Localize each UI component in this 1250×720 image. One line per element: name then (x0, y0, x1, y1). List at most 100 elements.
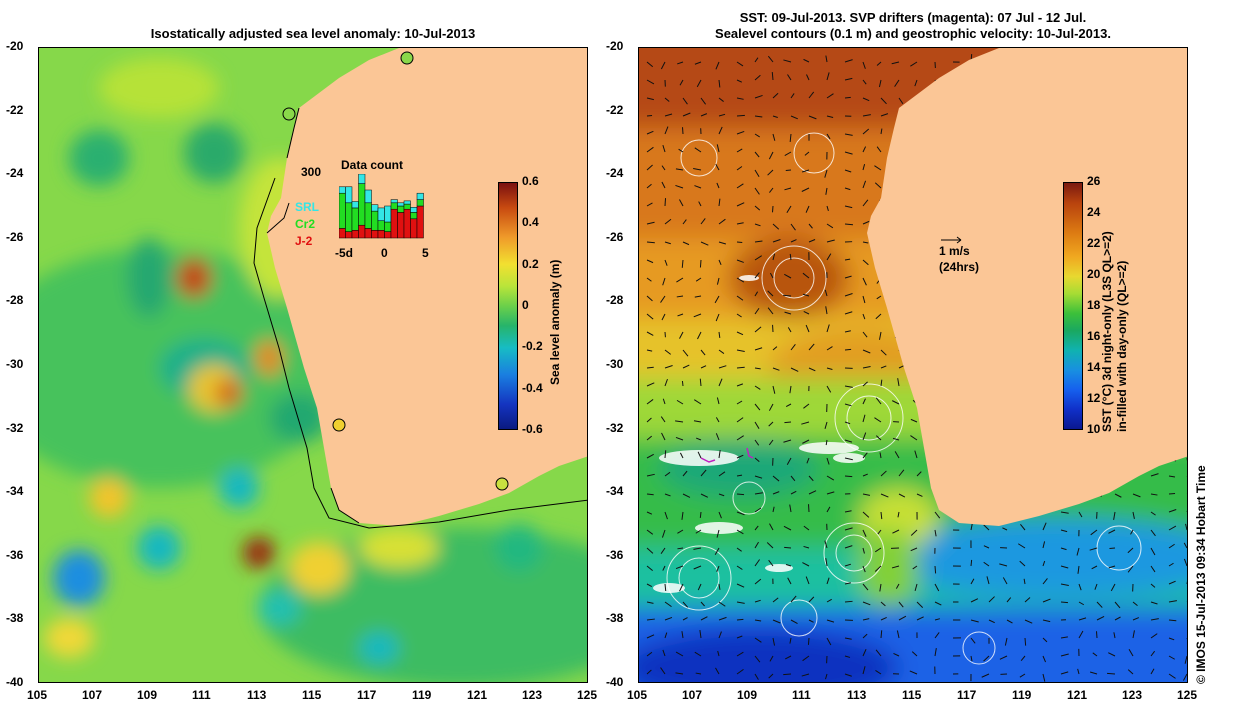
x-axis-tick-label: 105 (27, 688, 48, 702)
velocity-arrow (664, 241, 671, 245)
velocity-arrow (646, 202, 653, 207)
velocity-arrow (1076, 547, 1080, 556)
data-count-bar-cr2 (390, 202, 398, 210)
scale-arrow-period: (24hrs) (939, 260, 980, 274)
velocity-arrow (1130, 529, 1134, 535)
velocity-arrow (844, 475, 853, 478)
velocity-arrow (1182, 673, 1187, 681)
velocity-arrow (695, 437, 702, 441)
velocity-arrow (1128, 648, 1134, 657)
velocity-arrow (754, 151, 760, 158)
data-count-max-label: 300 (301, 165, 322, 179)
velocity-arrow (910, 61, 918, 67)
tide-gauge-marker (400, 51, 414, 65)
velocity-arrow (767, 55, 774, 63)
velocity-arrow (1017, 543, 1026, 549)
y-axis-tick-label: -26 (6, 229, 24, 244)
velocity-arrow (880, 128, 883, 135)
y-axis-tick-label: -26 (606, 229, 624, 244)
velocity-arrow (736, 313, 742, 318)
velocity-arrow (661, 313, 666, 321)
velocity-arrow (1060, 653, 1069, 657)
velocity-arrow (754, 115, 763, 118)
data-count-bar-j2 (403, 208, 411, 239)
velocity-arrow (1019, 673, 1026, 678)
velocity-arrow (679, 452, 684, 459)
x-axis-tick-label: 117 (357, 688, 377, 702)
velocity-arrow (934, 565, 937, 574)
velocity-arrow (824, 169, 828, 178)
velocity-arrow (700, 469, 707, 477)
sst-map-graphic (639, 48, 1187, 682)
velocity-arrow (1184, 655, 1187, 664)
velocity-arrow (736, 148, 743, 153)
velocity-arrow (1168, 655, 1175, 660)
velocity-arrow (986, 576, 990, 585)
velocity-arrow (700, 241, 709, 246)
velocity-arrow (1168, 580, 1176, 585)
velocity-arrow (874, 547, 882, 553)
data-count-bar-srl (397, 202, 405, 207)
velocity-arrow (844, 673, 852, 677)
velocity-arrow (660, 416, 666, 423)
velocity-arrow (772, 367, 780, 371)
velocity-arrow (824, 289, 828, 297)
velocity-arrow (802, 293, 810, 297)
velocity-arrow (875, 669, 882, 675)
velocity-arrow (1186, 368, 1187, 369)
velocity-arrow (808, 223, 813, 229)
velocity-arrow (736, 183, 744, 189)
velocity-arrow (1150, 511, 1156, 516)
velocity-arrow (664, 198, 667, 207)
velocity-arrow (808, 343, 815, 351)
velocity-arrow (662, 144, 666, 153)
velocity-arrow (983, 561, 990, 567)
velocity-arrow (736, 202, 745, 207)
velocity-arrow (772, 475, 780, 482)
velocity-arrow (664, 632, 668, 639)
velocity-arrow (754, 637, 762, 643)
velocity-arrow (1024, 597, 1031, 603)
velocity-arrow (1150, 650, 1156, 657)
velocity-arrow (910, 529, 918, 536)
velocity-arrow (862, 331, 868, 338)
velocity-arrow (808, 239, 816, 243)
velocity-arrow (916, 601, 924, 608)
velocity-arrow (824, 421, 828, 429)
colorbar-tick-label: -0.2 (522, 339, 543, 354)
velocity-arrow (1060, 601, 1069, 604)
velocity-arrow (1183, 558, 1187, 567)
velocity-arrow (806, 74, 810, 81)
velocity-arrow (862, 414, 866, 423)
data-count-bar-srl (390, 199, 398, 204)
velocity-arrow (772, 597, 779, 603)
velocity-arrow (880, 365, 887, 369)
velocity-arrow (716, 529, 720, 538)
velocity-arrow (826, 385, 832, 393)
velocity-arrow (970, 637, 976, 644)
velocity-arrow (754, 421, 760, 429)
y-axis-tick-label: -40 (6, 675, 24, 689)
velocity-arrow (894, 79, 900, 87)
velocity-arrow (664, 259, 668, 266)
velocity-arrow (801, 673, 810, 677)
velocity-arrow (696, 79, 702, 88)
velocity-arrow (694, 61, 702, 65)
velocity-arrow (862, 163, 866, 171)
velocity-arrow (736, 366, 745, 369)
velocity-arrow (754, 169, 760, 177)
sea-level-anomaly-map: 300 Data count SRL Cr2 J-2 -5d 0 5 (38, 47, 588, 683)
velocity-arrow (646, 473, 655, 477)
velocity-arrow (766, 542, 774, 549)
velocity-arrow (754, 492, 763, 495)
velocity-arrow (1168, 600, 1177, 603)
velocity-arrow (736, 79, 743, 83)
velocity-arrow (767, 307, 774, 315)
velocity-arrow (1094, 583, 1098, 590)
colorbar-tick-label: 10 (1087, 422, 1101, 436)
data-count-bar-cr2 (345, 202, 353, 232)
velocity-arrow (697, 583, 702, 591)
velocity-arrow (1020, 523, 1026, 531)
velocity-arrow (897, 511, 900, 518)
velocity-arrow (716, 144, 720, 153)
